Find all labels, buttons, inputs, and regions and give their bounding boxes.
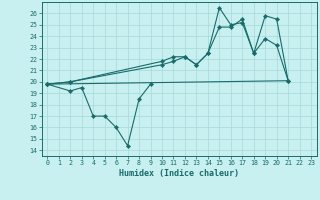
X-axis label: Humidex (Indice chaleur): Humidex (Indice chaleur) [119, 169, 239, 178]
